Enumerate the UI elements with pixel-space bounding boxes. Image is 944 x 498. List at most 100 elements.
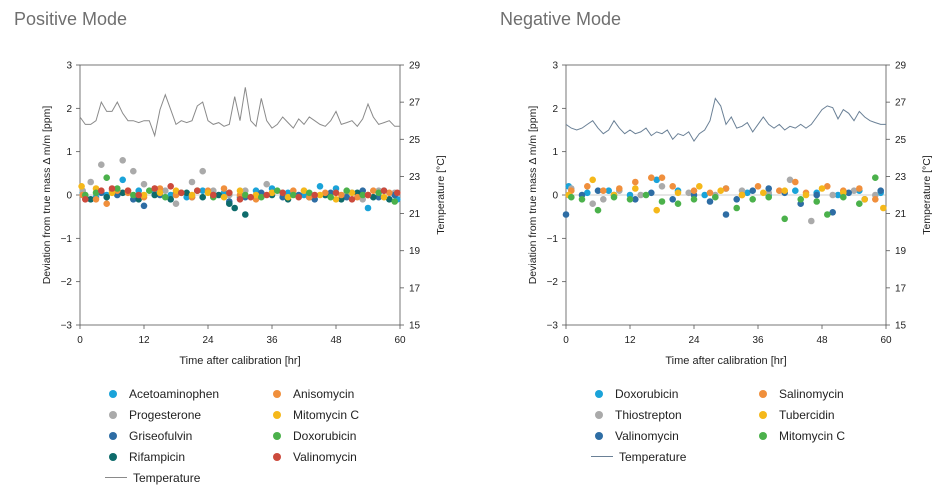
y-tick-label: 0 xyxy=(552,191,558,202)
data-point xyxy=(162,187,169,194)
data-point xyxy=(391,198,399,205)
chart-title: Negative Mode xyxy=(500,9,622,29)
x-tick-label: 36 xyxy=(752,335,764,346)
legend-marker xyxy=(759,410,767,419)
y2-tick-label: 17 xyxy=(895,283,907,294)
data-point xyxy=(327,193,335,201)
data-point xyxy=(658,174,666,181)
x-axis-label: Time after calibration [hr] xyxy=(179,355,300,367)
data-point xyxy=(332,196,340,203)
legend-item: Thiostrepton xyxy=(591,405,682,425)
legend-marker xyxy=(109,452,117,461)
legend-marker xyxy=(273,452,281,461)
data-point xyxy=(167,183,174,190)
data-point xyxy=(386,196,393,203)
data-point xyxy=(188,191,196,199)
data-point xyxy=(568,193,575,201)
data-point xyxy=(231,204,238,212)
data-point xyxy=(98,187,105,194)
legend-item: Doxorubicin xyxy=(269,426,356,446)
y2-tick-label: 21 xyxy=(409,209,421,220)
data-point xyxy=(284,193,292,201)
negative-mode-panel: Negative Mode 3 2 1 0 −1 −2 −3 0 12 24 36 48 60 29 27 2… xyxy=(486,0,944,498)
x-tick-label: 0 xyxy=(77,335,83,346)
data-point xyxy=(140,202,148,210)
data-point xyxy=(701,191,708,199)
data-point xyxy=(364,204,372,212)
y-tick-label: 2 xyxy=(66,104,72,115)
data-point xyxy=(706,189,714,197)
data-point xyxy=(776,187,783,194)
positive-mode-panel: Positive Mode 3 2 1 0 −1 −2 −3 0 12 24 36 48 60 29 27 2… xyxy=(14,9,447,485)
y2-tick-label: 23 xyxy=(409,172,421,183)
legend-label: Acetoaminophen xyxy=(129,387,220,401)
data-point xyxy=(140,191,148,199)
data-point xyxy=(690,187,698,194)
legend-label: Temperature xyxy=(133,471,201,485)
legend-label: Thiostrepton xyxy=(615,408,682,422)
data-point xyxy=(749,196,756,203)
legend-label: Valinomycin xyxy=(293,450,357,464)
data-point xyxy=(648,174,655,181)
legend-marker xyxy=(759,389,767,398)
legend-line-marker xyxy=(105,477,127,479)
data-point xyxy=(717,187,724,194)
x-tick-label: 24 xyxy=(202,335,214,346)
y-tick-label: 1 xyxy=(66,147,72,158)
data-point xyxy=(877,187,884,194)
y-tick-label: −2 xyxy=(61,277,73,288)
legend-label: Rifampicin xyxy=(129,450,186,464)
legend-label: Mitomycin C xyxy=(293,408,360,422)
data-point xyxy=(146,187,153,194)
y2-tick-label: 29 xyxy=(895,61,907,72)
data-point xyxy=(685,189,692,197)
data-point xyxy=(306,189,313,197)
y-tick-label: 0 xyxy=(66,191,72,202)
data-point xyxy=(354,193,361,201)
y2-tick-label: 27 xyxy=(409,98,421,109)
data-point xyxy=(151,185,158,192)
data-point xyxy=(268,189,276,197)
y-tick-label: −3 xyxy=(61,321,73,332)
data-point xyxy=(98,161,105,168)
legend-label: Salinomycin xyxy=(779,387,844,401)
legend-item-temperature: Temperature xyxy=(591,447,686,467)
y2-tick-label: 15 xyxy=(895,321,907,332)
data-point xyxy=(653,206,660,214)
data-point xyxy=(140,180,148,188)
y2-axis-label: Temperature [°C] xyxy=(435,155,447,235)
data-point xyxy=(119,189,126,197)
chart-title: Positive Mode xyxy=(14,9,128,29)
data-point xyxy=(690,196,698,203)
data-point xyxy=(124,187,132,194)
data-point xyxy=(792,187,799,194)
y2-tick-label: 17 xyxy=(409,283,421,294)
y2-tick-label: 15 xyxy=(409,321,421,332)
data-point xyxy=(669,196,676,203)
legend-label: Valinomycin xyxy=(615,429,679,443)
data-point xyxy=(829,209,836,216)
x-tick-label: 12 xyxy=(624,335,636,346)
y-tick-label: −3 xyxy=(547,321,559,332)
legend-item: Progesterone xyxy=(105,405,201,425)
y-axis-label: Deviation from true mass Δ m/m [ppm] xyxy=(41,106,53,285)
x-tick-label: 48 xyxy=(816,335,828,346)
data-point xyxy=(584,189,591,197)
data-point xyxy=(316,183,324,190)
x-tick-label: 0 xyxy=(563,335,569,346)
x-tick-label: 36 xyxy=(266,335,278,346)
legend-marker xyxy=(273,431,281,440)
data-point xyxy=(114,185,121,192)
legend-line-marker xyxy=(591,456,613,458)
data-point xyxy=(188,178,196,186)
data-point xyxy=(236,187,244,194)
data-point xyxy=(850,187,858,194)
data-point xyxy=(824,183,831,190)
legend-item: Valinomycin xyxy=(591,426,679,446)
data-point xyxy=(610,193,618,201)
y-tick-label: 3 xyxy=(552,61,558,72)
data-point xyxy=(781,187,788,194)
data-point xyxy=(274,187,281,194)
data-point xyxy=(797,196,804,203)
